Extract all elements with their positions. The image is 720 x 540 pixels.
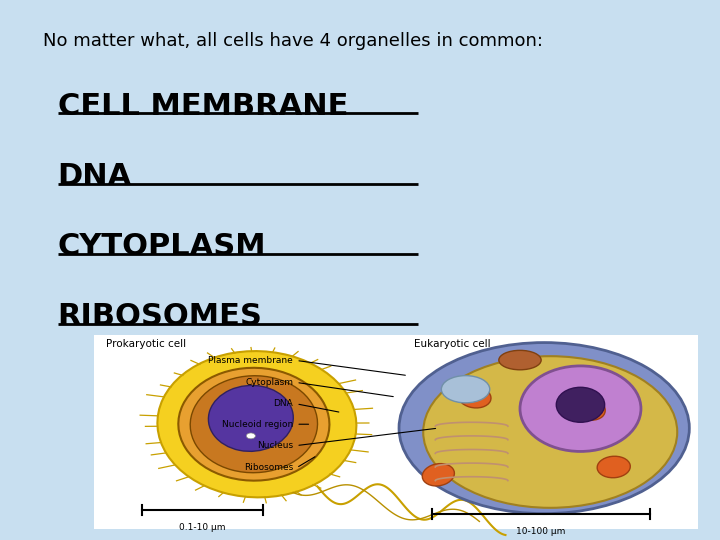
Text: Eukaryotic cell: Eukaryotic cell <box>414 339 491 349</box>
Text: No matter what, all cells have 4 organelles in common:: No matter what, all cells have 4 organel… <box>43 32 543 50</box>
Text: CYTOPLASM: CYTOPLASM <box>58 232 266 261</box>
Text: Plasma membrane: Plasma membrane <box>208 356 293 365</box>
Ellipse shape <box>458 386 491 408</box>
Text: Nucleoid region: Nucleoid region <box>222 420 293 429</box>
Ellipse shape <box>422 464 454 486</box>
Ellipse shape <box>190 376 318 472</box>
Ellipse shape <box>520 366 641 451</box>
Ellipse shape <box>399 342 689 514</box>
Ellipse shape <box>441 376 490 403</box>
Text: 10-100 μm: 10-100 μm <box>516 527 566 536</box>
Ellipse shape <box>179 368 330 481</box>
Text: Ribosomes: Ribosomes <box>244 463 293 472</box>
Text: Prokaryotic cell: Prokaryotic cell <box>106 339 186 349</box>
Text: Cytoplasm: Cytoplasm <box>246 378 293 387</box>
Text: CELL MEMBRANE: CELL MEMBRANE <box>58 92 348 121</box>
Ellipse shape <box>158 351 356 497</box>
Ellipse shape <box>423 356 678 508</box>
Text: RIBOSOMES: RIBOSOMES <box>58 302 263 332</box>
Text: DNA: DNA <box>274 399 293 408</box>
Ellipse shape <box>597 456 630 478</box>
Ellipse shape <box>499 350 541 370</box>
Bar <box>94 335 698 529</box>
Text: 0.1-10 μm: 0.1-10 μm <box>179 523 225 532</box>
Text: Nucleus: Nucleus <box>257 441 293 450</box>
Text: DNA: DNA <box>58 162 132 191</box>
Ellipse shape <box>574 397 606 420</box>
Ellipse shape <box>557 387 605 422</box>
Ellipse shape <box>208 386 293 451</box>
Ellipse shape <box>246 433 256 439</box>
